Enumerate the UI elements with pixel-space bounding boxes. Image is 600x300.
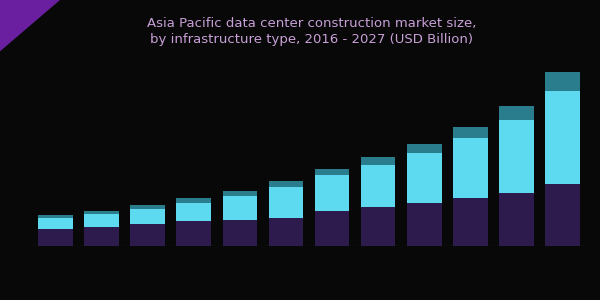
Bar [130, 205, 165, 209]
Bar [38, 218, 73, 229]
Bar [499, 106, 534, 120]
Bar [176, 202, 211, 221]
Bar [223, 191, 257, 196]
Bar [453, 137, 488, 198]
Bar [269, 181, 303, 187]
Bar [223, 196, 257, 220]
Bar [315, 211, 349, 246]
Bar [223, 220, 257, 246]
Bar [545, 91, 580, 184]
Bar [407, 144, 442, 153]
Bar [361, 207, 395, 246]
Bar [499, 120, 534, 193]
Bar [84, 211, 119, 214]
Bar [361, 157, 395, 165]
Bar [407, 153, 442, 203]
Bar [407, 203, 442, 246]
Bar [84, 214, 119, 226]
Bar [315, 169, 349, 176]
Text: Asia Pacific data center construction market size,
by infrastructure type, 2016 : Asia Pacific data center construction ma… [148, 17, 476, 46]
Bar [84, 226, 119, 246]
Bar [545, 72, 580, 91]
Bar [453, 127, 488, 137]
Bar [269, 218, 303, 246]
Bar [269, 187, 303, 218]
Polygon shape [0, 0, 60, 51]
Bar [38, 215, 73, 218]
Bar [315, 176, 349, 211]
Bar [361, 165, 395, 207]
Bar [453, 198, 488, 246]
Bar [176, 198, 211, 203]
Bar [38, 229, 73, 246]
Bar [130, 209, 165, 224]
Bar [130, 224, 165, 246]
Bar [499, 193, 534, 246]
Bar [176, 221, 211, 246]
Bar [545, 184, 580, 246]
